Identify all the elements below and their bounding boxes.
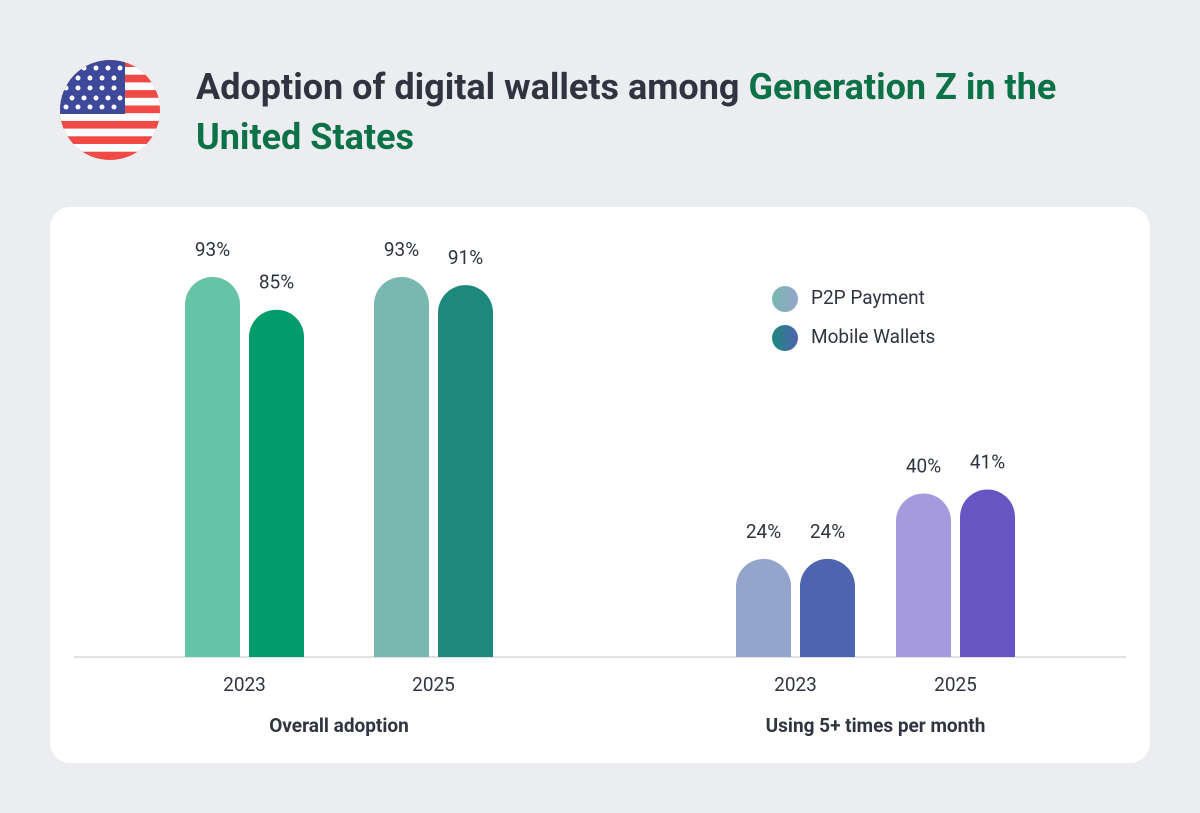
value-label: 93% xyxy=(384,238,419,261)
value-label: 24% xyxy=(810,520,845,543)
title-highlight: Generation Z in the United States xyxy=(196,66,1057,158)
bar xyxy=(800,558,855,657)
group-label: Using 5+ times per month xyxy=(766,714,986,737)
bar xyxy=(249,309,304,657)
value-label: 93% xyxy=(195,238,230,261)
value-label: 40% xyxy=(906,455,941,478)
bar xyxy=(185,277,240,657)
value-label: 24% xyxy=(746,520,781,543)
value-label: 91% xyxy=(448,246,483,269)
x-tick-label: 2025 xyxy=(412,673,455,696)
bar xyxy=(960,489,1015,657)
legend-label: Mobile Wallets xyxy=(811,325,935,348)
chart-title: Adoption of digital wallets among Genera… xyxy=(196,62,1066,162)
value-label: 41% xyxy=(970,450,1005,473)
legend-swatch xyxy=(772,325,798,351)
title-main: Adoption of digital wallets among xyxy=(196,66,740,108)
legend-label: P2P Payment xyxy=(811,286,925,309)
x-tick-label: 2023 xyxy=(223,673,266,696)
value-label: 85% xyxy=(259,271,294,294)
legend-swatch xyxy=(772,286,798,312)
us-flag xyxy=(60,60,160,160)
group-label: Overall adoption xyxy=(269,714,409,737)
x-tick-label: 2023 xyxy=(774,673,817,696)
bar xyxy=(736,558,791,657)
card xyxy=(50,207,1150,763)
bar xyxy=(374,277,429,657)
bar xyxy=(438,285,493,657)
bar xyxy=(896,493,951,657)
x-tick-label: 2025 xyxy=(934,673,977,696)
